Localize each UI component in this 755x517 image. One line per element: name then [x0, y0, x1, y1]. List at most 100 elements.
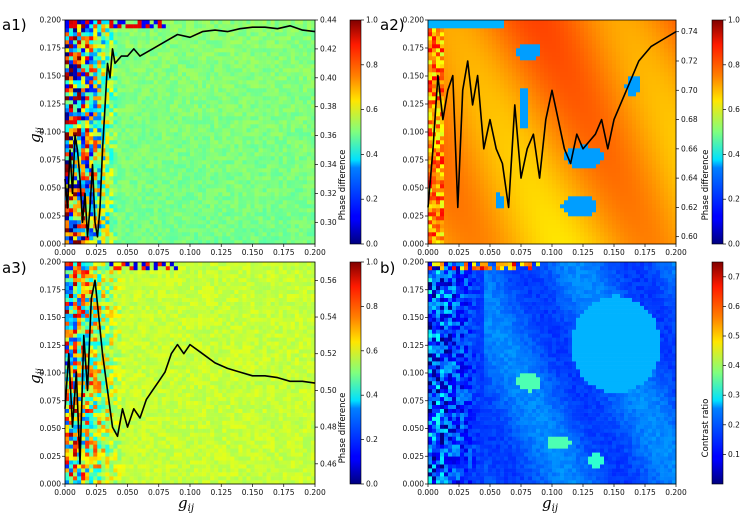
- heatmap-cell: [97, 176, 102, 181]
- heatmap-cell: [476, 160, 481, 165]
- heatmap-cell: [125, 80, 130, 85]
- heatmap-cell: [121, 196, 126, 201]
- heatmap-cell: [218, 76, 223, 81]
- heatmap-cell: [145, 76, 150, 81]
- heatmap-cell: [448, 160, 453, 165]
- heatmap-cell: [242, 48, 247, 53]
- heatmap-cell: [206, 228, 211, 233]
- heatmap-cell: [306, 104, 312, 109]
- heatmap-cell: [262, 144, 267, 149]
- heatmap-cell: [310, 72, 316, 77]
- heatmap-cell: [214, 88, 219, 93]
- heatmap-cell: [306, 196, 312, 201]
- heatmap-cell: [504, 40, 509, 45]
- heatmap-cell: [278, 140, 284, 145]
- heatmap-cell: [210, 184, 215, 189]
- heatmap-cell: [520, 80, 525, 85]
- heatmap-cell: [153, 104, 159, 109]
- heatmap-cell: [169, 216, 175, 221]
- heatmap-cell: [226, 152, 231, 157]
- heatmap-cell: [242, 200, 247, 205]
- heatmap-cell: [202, 184, 207, 189]
- heatmap-cell: [242, 68, 247, 73]
- heatmap-cell: [440, 40, 445, 45]
- heatmap-cell: [480, 100, 485, 105]
- heatmap-cell: [173, 184, 179, 189]
- heatmap-cell: [157, 132, 163, 137]
- heatmap-cell: [290, 20, 296, 25]
- heatmap-cell: [113, 168, 118, 173]
- heatmap-cell: [129, 208, 134, 213]
- heatmap-cell: [270, 64, 275, 69]
- heatmap-cell: [89, 200, 94, 205]
- heatmap-cell: [105, 96, 110, 101]
- heatmap-cell: [254, 88, 259, 93]
- heatmap-cell: [117, 44, 122, 49]
- heatmap-cell: [436, 132, 441, 137]
- heatmap-cell: [165, 208, 171, 213]
- heatmap-cell: [194, 192, 199, 197]
- heatmap-cell: [73, 216, 78, 221]
- heatmap-cell: [282, 108, 288, 113]
- heatmap-cell: [93, 100, 98, 105]
- heatmap-cell: [77, 20, 82, 25]
- heatmap-cell: [230, 120, 235, 125]
- heatmap-cell: [121, 112, 126, 117]
- heatmap-cell: [198, 240, 203, 245]
- heatmap-cell: [278, 120, 284, 125]
- heatmap-cell: [81, 116, 86, 121]
- heatmap-cell: [448, 48, 453, 53]
- heatmap-cell: [302, 140, 308, 145]
- heatmap-cell: [145, 24, 150, 29]
- heatmap-cell: [133, 52, 138, 57]
- heatmap-cell: [524, 196, 529, 201]
- heatmap-cell: [278, 164, 284, 169]
- panel-a1-line: [64, 24, 316, 238]
- heatmap-cell: [190, 184, 195, 189]
- heatmap-cell: [294, 136, 300, 141]
- heatmap-cell: [173, 28, 179, 33]
- heatmap-cell: [129, 68, 134, 73]
- heatmap-cell: [436, 188, 441, 193]
- heatmap-cell: [484, 116, 489, 121]
- heatmap-cell: [93, 80, 98, 85]
- heatmap-cell: [496, 192, 501, 197]
- heatmap-cell: [266, 128, 271, 133]
- heatmap-cell: [113, 172, 118, 177]
- heatmap-cell: [484, 36, 489, 41]
- heatmap-cell: [177, 220, 183, 225]
- heatmap-cell: [89, 120, 94, 125]
- heatmap-cell: [492, 120, 497, 125]
- heatmap-cell: [302, 76, 308, 81]
- heatmap-cell: [210, 128, 215, 133]
- heatmap-cell: [528, 232, 533, 237]
- heatmap-cell: [270, 112, 275, 117]
- heatmap-cell: [488, 136, 493, 141]
- heatmap-cell: [97, 72, 102, 77]
- heatmap-cell: [190, 40, 195, 45]
- heatmap-cell: [448, 224, 453, 229]
- heatmap-cell: [524, 188, 529, 193]
- heatmap-cell: [181, 128, 187, 133]
- heatmap-cell: [169, 164, 175, 169]
- heatmap-cell: [432, 80, 437, 85]
- heatmap-cell: [77, 60, 82, 65]
- heatmap-cell: [452, 180, 457, 185]
- heatmap-cell: [169, 120, 175, 125]
- heatmap-cell: [444, 172, 449, 177]
- heatmap-cell: [133, 56, 138, 61]
- heatmap-cell: [266, 112, 271, 117]
- heatmap-cell: [181, 40, 187, 45]
- heatmap-cell: [190, 176, 195, 181]
- heatmap-cell: [500, 64, 505, 69]
- heatmap-cell: [109, 184, 114, 189]
- heatmap-cell: [177, 160, 183, 165]
- heatmap-cell: [181, 44, 187, 49]
- heatmap-cell: [109, 172, 114, 177]
- heatmap-cell: [528, 68, 533, 73]
- heatmap-cell: [101, 32, 106, 37]
- heatmap-cell: [456, 56, 461, 61]
- heatmap-cell: [230, 88, 235, 93]
- heatmap-cell: [242, 164, 247, 169]
- heatmap-cell: [516, 28, 521, 33]
